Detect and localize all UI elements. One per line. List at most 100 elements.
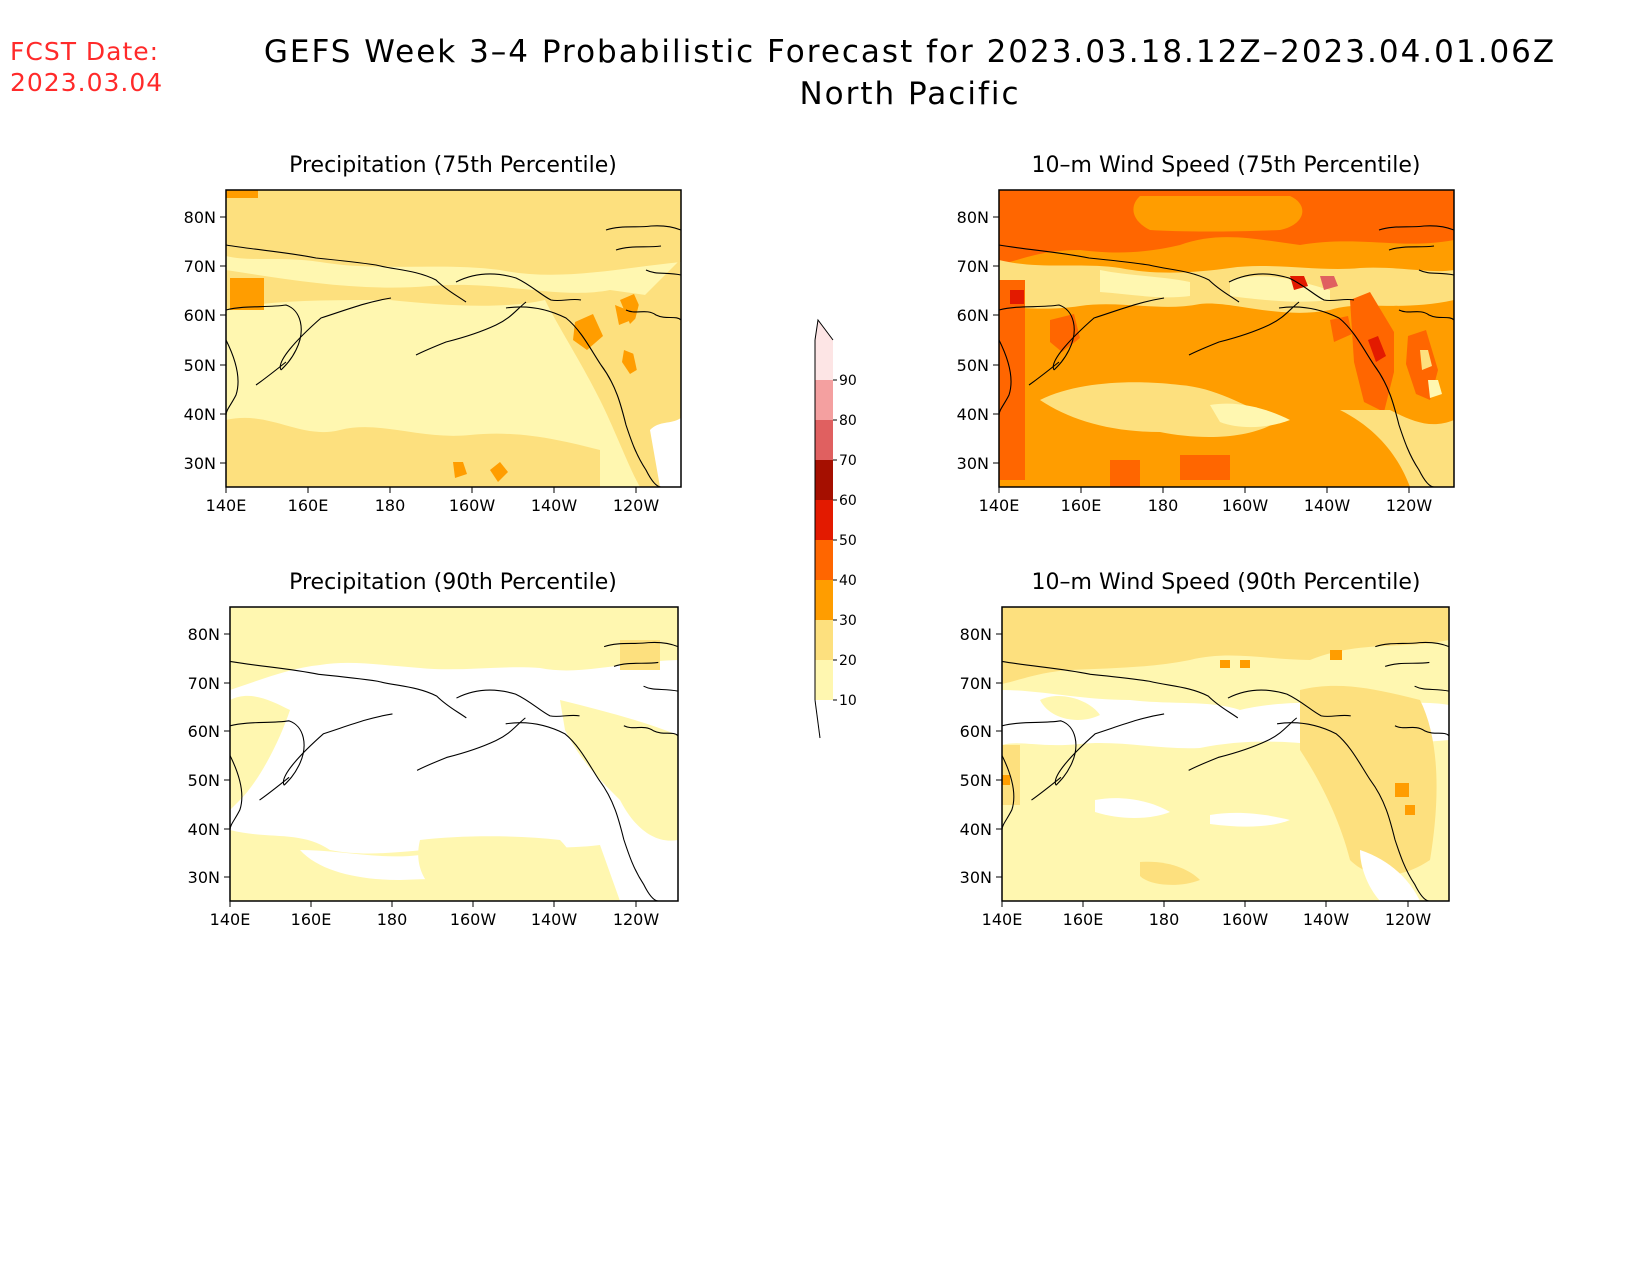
precip-90-field bbox=[230, 607, 678, 901]
coastline bbox=[229, 660, 467, 719]
lon-tick-label: 160E bbox=[1063, 910, 1104, 929]
coastline bbox=[259, 776, 290, 801]
coastline bbox=[1384, 661, 1430, 667]
lat-tick-label: 40N bbox=[184, 405, 216, 424]
lat-tick-label: 60N bbox=[188, 722, 220, 741]
lon-tick-label: 140W bbox=[531, 496, 578, 515]
coastline bbox=[416, 717, 526, 771]
lon-tick-label: 140E bbox=[982, 910, 1023, 929]
coastline bbox=[505, 306, 662, 488]
coastline bbox=[1054, 713, 1165, 786]
forecast-date-value: 2023.03.04 bbox=[10, 68, 164, 97]
coastline bbox=[1375, 641, 1450, 648]
coastline bbox=[505, 722, 659, 902]
lon-tick-label: 120W bbox=[1386, 496, 1433, 515]
lon-tick-label: 140W bbox=[1304, 496, 1351, 515]
coastline bbox=[1278, 306, 1435, 488]
coastline bbox=[1001, 755, 1015, 830]
coastline bbox=[643, 685, 679, 692]
coastline bbox=[229, 720, 305, 786]
colorbar-label: 40 bbox=[839, 573, 857, 589]
panel-title: 10–m Wind Speed (75th Percentile) bbox=[1032, 153, 1421, 178]
coastline bbox=[603, 641, 679, 648]
colorbar-swatch bbox=[815, 460, 833, 500]
lon-tick-label: 120W bbox=[613, 910, 660, 929]
wind-75-field bbox=[999, 190, 1454, 487]
coastline bbox=[1276, 722, 1430, 902]
figure-title-block: GEFS Week 3–4 Probabilistic Forecast for… bbox=[0, 31, 1650, 115]
coastline bbox=[645, 269, 682, 276]
coastline bbox=[225, 304, 302, 371]
colorbar-label: 30 bbox=[839, 613, 857, 629]
panel-precip-90: Precipitation (90th Percentile) bbox=[230, 570, 678, 901]
lat-tick-label: 30N bbox=[188, 868, 220, 887]
panel-wind-90: 10–m Wind Speed (90th Percentile) bbox=[1002, 570, 1449, 901]
lat-tick-label: 80N bbox=[184, 208, 216, 227]
coastline bbox=[1388, 245, 1435, 251]
map-frame: 80N 70N 60N 50N 40N 30N 140E 160E 180 160W 140W 120… bbox=[957, 189, 1455, 515]
coastline bbox=[1227, 689, 1351, 717]
map-frame: 80N 70N 60N 50N 40N 30N 140E 160E 180 160W 140W 120… bbox=[188, 606, 679, 929]
panel-precip-75: Precipitation (75th Percentile) bbox=[226, 153, 681, 487]
panel-title: Precipitation (90th Percentile) bbox=[289, 570, 617, 595]
colorbar-label: 50 bbox=[839, 533, 857, 549]
lon-tick-label: 160E bbox=[1061, 496, 1102, 515]
lon-tick-label: 160W bbox=[1222, 910, 1269, 929]
lat-tick-label: 70N bbox=[957, 257, 989, 276]
forecast-date-block: FCST Date: 2023.03.04 bbox=[10, 36, 163, 98]
lat-tick-label: 40N bbox=[957, 405, 989, 424]
coastline bbox=[615, 245, 662, 251]
lat-tick-label: 50N bbox=[188, 771, 220, 790]
panel-wind-75: 10–m Wind Speed (75th Percentile) bbox=[999, 153, 1454, 487]
coastline bbox=[1031, 776, 1062, 801]
lat-tick-label: 50N bbox=[184, 356, 216, 375]
coastline bbox=[1418, 269, 1455, 276]
lat-tick-label: 70N bbox=[960, 674, 992, 693]
coastline bbox=[279, 297, 392, 371]
lat-tick-label: 80N bbox=[957, 208, 989, 227]
coastline bbox=[225, 244, 467, 303]
lon-tick-label: 160W bbox=[1222, 496, 1269, 515]
colorbar-label: 70 bbox=[839, 453, 857, 469]
coastline bbox=[625, 309, 682, 321]
coastline bbox=[623, 725, 679, 737]
forecast-date-label: FCST Date: bbox=[10, 37, 160, 66]
coastline bbox=[1188, 717, 1298, 771]
coastline bbox=[1052, 297, 1165, 371]
panel-title: 10–m Wind Speed (90th Percentile) bbox=[1032, 570, 1421, 595]
lon-tick-label: 140W bbox=[531, 910, 578, 929]
colorbar-label: 90 bbox=[839, 373, 857, 389]
coastline bbox=[455, 273, 582, 302]
lon-tick-label: 140E bbox=[979, 496, 1020, 515]
lon-tick-label: 160W bbox=[449, 496, 496, 515]
lon-tick-label: 120W bbox=[1385, 910, 1432, 929]
lon-tick-label: 160E bbox=[291, 910, 332, 929]
colorbar-swatch bbox=[815, 660, 833, 700]
colorbar-swatch bbox=[815, 340, 833, 380]
colorbar-label: 20 bbox=[839, 653, 857, 669]
colorbar-label: 10 bbox=[839, 693, 857, 709]
colorbar-swatch bbox=[815, 620, 833, 660]
coastline bbox=[1001, 660, 1239, 719]
coastline bbox=[1001, 720, 1077, 786]
coastline bbox=[456, 689, 580, 717]
colorbar: 10 20 30 40 50 60 70 80 90 bbox=[814, 318, 857, 739]
coastline bbox=[605, 225, 682, 231]
figure-subtitle: North Pacific bbox=[799, 76, 1021, 112]
coastline bbox=[225, 339, 239, 416]
lon-tick-label: 120W bbox=[613, 496, 660, 515]
lon-tick-label: 140E bbox=[206, 496, 247, 515]
coastline bbox=[998, 304, 1075, 371]
coastline bbox=[1188, 301, 1300, 356]
lat-tick-label: 70N bbox=[184, 257, 216, 276]
coastline bbox=[282, 713, 393, 786]
lon-tick-label: 140E bbox=[210, 910, 251, 929]
lat-tick-label: 70N bbox=[188, 674, 220, 693]
coastline bbox=[255, 361, 287, 386]
coastline bbox=[1028, 361, 1060, 386]
lat-tick-label: 50N bbox=[960, 771, 992, 790]
lon-tick-label: 180 bbox=[375, 496, 406, 515]
colorbar-swatch bbox=[815, 580, 833, 620]
coastline bbox=[415, 301, 527, 356]
lat-tick-label: 60N bbox=[184, 306, 216, 325]
